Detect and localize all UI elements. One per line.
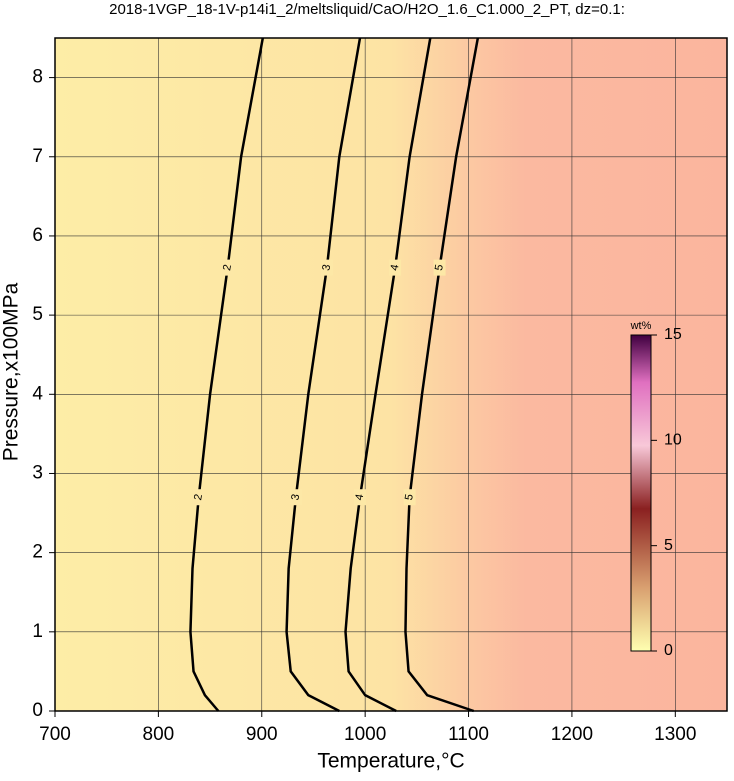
y-tick-label: 4 [32,383,43,404]
y-tick-label: 2 [32,542,43,563]
contour-label: 3 [289,493,302,501]
x-tick-label: 800 [143,724,175,745]
contour-label: 2 [221,264,234,272]
contour-label: 4 [353,493,366,501]
contour-label: 5 [433,264,446,272]
plot-frame [54,37,728,712]
colorbar [630,334,652,652]
contour-label: 3 [320,264,333,272]
colorbar-tick-label: 15 [664,326,682,343]
colorbar-tick-label: 5 [664,537,673,554]
contour-label-bg [433,259,446,276]
contour-line [189,37,265,712]
contour-label-bg [320,259,333,276]
y-tick-label: 6 [32,225,43,246]
contour-label-bg [403,489,416,506]
colorbar-tick-label: 0 [664,642,673,659]
colorbar-label: wt% [630,320,652,332]
contour-line [344,37,432,713]
contour-label: 2 [192,493,205,501]
contour-line [404,37,480,713]
colorbar-tick-label: 10 [664,432,682,449]
y-tick-label: 5 [32,304,43,325]
y-tick-label: 0 [32,700,43,721]
x-tick-label: 1300 [654,724,696,745]
x-tick-label: 900 [246,724,278,745]
contour-label-bg [289,489,302,506]
chart-title: 2018-1VGP_18-1V-p14i1_2/meltsliquid/CaO/… [109,1,625,18]
y-tick-label: 1 [32,621,43,642]
x-tick-label: 1200 [551,724,593,745]
contour-label-bg [221,259,234,276]
contour-label-bg [192,489,205,506]
contour-label: 5 [403,493,416,501]
y-tick-label: 8 [32,67,43,88]
contour-label-bg [389,259,402,276]
x-axis-label: Temperature,°C [317,750,464,773]
y-tick-label: 3 [32,462,43,483]
contour-label-bg [353,489,366,506]
contours: 2 2 3 3 4 4 5 5 [189,37,480,713]
contour-line [285,37,362,713]
contour-label: 4 [389,264,402,272]
x-tick-label: 1000 [344,724,386,745]
x-tick-label: 1100 [448,724,489,745]
x-tick-label: 700 [39,724,71,745]
grid [54,38,727,712]
y-tick-label: 7 [32,146,43,167]
y-axis-label: Pressure,x100MPa [0,282,23,461]
plot-background [55,38,727,711]
